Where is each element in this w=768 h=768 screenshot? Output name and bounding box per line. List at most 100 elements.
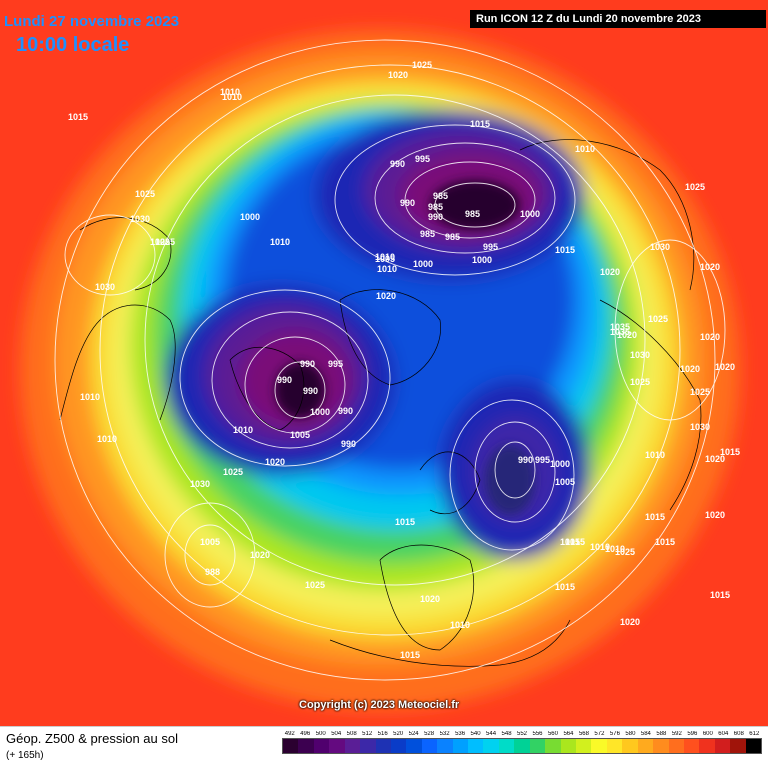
pressure-label: 1035 — [610, 327, 630, 337]
scale-label: 612 — [749, 731, 760, 737]
pressure-label: 1010 — [222, 92, 242, 102]
pressure-label: 1015 — [400, 650, 420, 660]
scale-swatch — [298, 739, 314, 753]
isobar-atlantic-2 — [474, 421, 556, 523]
isobar-canada-inner — [274, 361, 326, 419]
scale-swatch — [637, 739, 654, 753]
legend-bar: Géop. Z500 & pression au sol (+ 165h) 49… — [0, 726, 768, 768]
scale-label: 592 — [671, 731, 682, 737]
scale-label: 608 — [733, 731, 744, 737]
pressure-label: 1025 — [135, 189, 155, 199]
scale-swatch — [468, 739, 484, 753]
pressure-label: 1025 — [615, 547, 635, 557]
color-scale-swatches — [282, 738, 762, 754]
pressure-label: 985 — [428, 202, 443, 212]
pressure-label: 1020 — [388, 70, 408, 80]
pressure-label: 1010 — [605, 544, 625, 554]
field-core-dark-atlantic — [485, 445, 535, 515]
pressure-label: 1020 — [705, 454, 725, 464]
scale-swatch — [529, 739, 546, 753]
pressure-label: 1020 — [715, 362, 735, 372]
forecast-local-time: 10:00 locale — [16, 34, 130, 56]
pressure-label: 1020 — [617, 330, 637, 340]
pressure-label: 1015 — [395, 517, 415, 527]
scale-swatch — [606, 739, 623, 753]
scale-swatch — [699, 739, 715, 753]
coast-scandinavia — [419, 451, 481, 515]
isobar-hemisphere-2 — [99, 64, 681, 636]
pressure-label: 1020 — [265, 457, 285, 467]
scale-swatch — [329, 739, 345, 753]
pressure-label: 1015 — [555, 245, 575, 255]
isobar-hemisphere-3 — [54, 39, 716, 681]
pressure-label: 1020 — [376, 291, 396, 301]
pressure-label: 1020 — [700, 262, 720, 272]
pressure-label: 995 — [328, 359, 343, 369]
copyright-notice: Copyright (c) 2023 Meteociel.fr — [299, 699, 460, 711]
scale-label: 560 — [547, 731, 558, 737]
pressure-label: 1025 — [685, 182, 705, 192]
coastlines — [59, 139, 702, 667]
pressure-label: 985 — [465, 209, 480, 219]
pressure-label: 995 — [483, 242, 498, 252]
pressure-label: 990 — [518, 455, 533, 465]
pressure-label: 1000 — [413, 259, 433, 269]
pressure-label: 1030 — [95, 282, 115, 292]
coast-alaska — [79, 217, 172, 291]
scale-swatch — [283, 739, 299, 753]
pressure-label: 1025 — [150, 237, 170, 247]
pressure-label: 1010 — [220, 87, 240, 97]
pressure-label: 1000 — [240, 212, 260, 222]
pressure-label: 990 — [277, 375, 292, 385]
pressure-label: 990 — [341, 439, 356, 449]
coast-asia-north — [519, 139, 695, 291]
scale-swatch — [344, 739, 361, 753]
pressure-label: 1010 — [80, 392, 100, 402]
pressure-label: 1000 — [472, 255, 492, 265]
scale-swatch — [514, 739, 530, 753]
scale-swatch — [437, 739, 453, 753]
scale-label: 528 — [424, 731, 435, 737]
scale-label: 556 — [532, 731, 543, 737]
isobar-canada-4 — [179, 289, 391, 467]
scale-swatch — [653, 739, 669, 753]
isobar-siberian-high — [614, 239, 726, 421]
field-core-dark-canada — [275, 362, 325, 418]
pressure-label: 1025 — [630, 377, 650, 387]
isobar-arctic-2 — [404, 161, 536, 239]
scale-swatch — [390, 739, 407, 753]
scale-label: 536 — [455, 731, 466, 737]
pressure-label: 1020 — [680, 364, 700, 374]
coast-europe — [379, 544, 475, 651]
scale-swatch — [375, 739, 391, 753]
pressure-label: 1010 — [590, 542, 610, 552]
pressure-label: 1035 — [610, 322, 630, 332]
scale-swatch — [576, 739, 592, 753]
scale-label: 548 — [501, 731, 512, 737]
pressure-label: 1010 — [450, 620, 470, 630]
scale-swatch — [545, 739, 561, 753]
scale-swatch — [745, 739, 762, 753]
pressure-label: 1025 — [305, 580, 325, 590]
legend-title: Géop. Z500 & pression au sol — [6, 731, 178, 746]
pressure-label: 1010 — [575, 144, 595, 154]
pressure-label: 1020 — [705, 510, 725, 520]
isobar-atlantic-inner — [494, 441, 536, 499]
pressure-label: 1030 — [190, 479, 210, 489]
scale-label: 564 — [563, 731, 574, 737]
forecast-date: Lundi 27 novembre 2023 — [4, 13, 180, 30]
pressure-label: 1015 — [710, 590, 730, 600]
scale-label: 524 — [408, 731, 419, 737]
scale-label: 544 — [486, 731, 497, 737]
pressure-label: 1025 — [223, 467, 243, 477]
field-core-dark-arctic — [430, 180, 520, 230]
isobar-pacific-low — [184, 524, 236, 586]
legend-lead-time: (+ 165h) — [6, 750, 44, 761]
pressure-label: 1005 — [555, 477, 575, 487]
scale-swatch — [406, 739, 422, 753]
pressure-label: 985 — [433, 191, 448, 201]
scale-label: 604 — [718, 731, 729, 737]
scale-label: 576 — [609, 731, 620, 737]
pressure-label: 985 — [420, 229, 435, 239]
pressure-label: 995 — [535, 455, 550, 465]
